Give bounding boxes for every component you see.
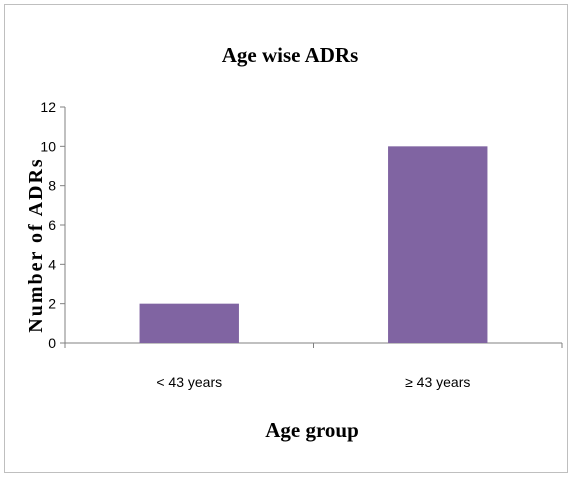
y-tick-label: 6 (48, 217, 56, 233)
x-categories: < 43 years ≥ 43 years (64, 343, 563, 390)
y-tick-label: 10 (40, 138, 56, 154)
x-category-label: < 43 years (156, 374, 222, 390)
bar (139, 303, 239, 343)
y-tick-label: 8 (48, 178, 56, 194)
bars (139, 146, 488, 343)
y-tick-label: 2 (48, 296, 56, 312)
bar (388, 146, 488, 343)
chart-title: Age wise ADRs (222, 43, 359, 67)
x-category-label: ≥ 43 years (405, 374, 470, 390)
x-axis-label: Age group (265, 418, 359, 442)
y-tick-label: 4 (48, 256, 56, 272)
y-ticks: 0 2 4 6 8 10 12 (40, 99, 65, 351)
y-tick-label: 0 (48, 335, 56, 351)
y-axis-label: Number of ADRs (25, 157, 47, 332)
y-tick-label: 12 (40, 99, 56, 115)
